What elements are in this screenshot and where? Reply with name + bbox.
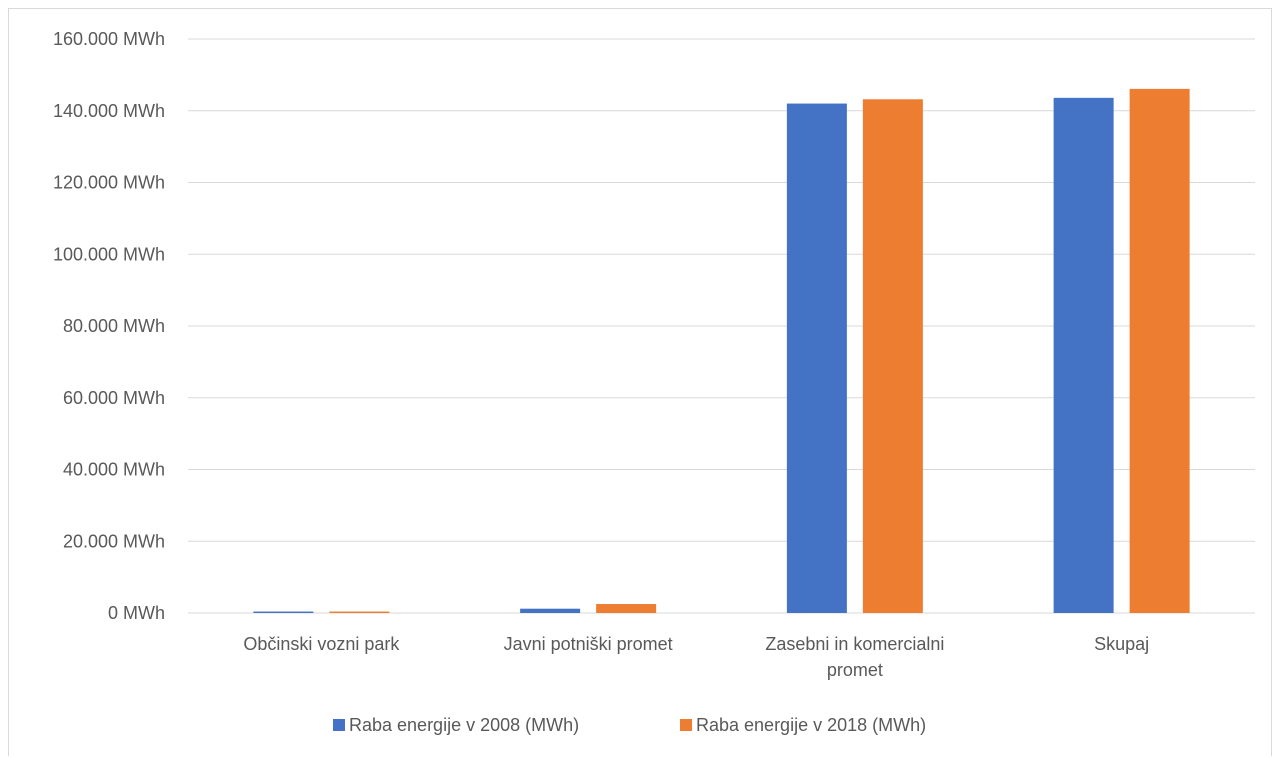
bar-2-4 bbox=[1129, 88, 1190, 613]
x-category-label: Občinski vozni park bbox=[243, 634, 400, 654]
legend: Raba energije v 2008 (MWh) Raba energije … bbox=[333, 715, 926, 735]
legend-swatch bbox=[333, 719, 345, 731]
bars bbox=[253, 88, 1190, 613]
y-tick-label: 80.000 MWh bbox=[63, 316, 165, 336]
y-tick-label: 140.000 MWh bbox=[53, 101, 165, 121]
y-tick-label: 0 MWh bbox=[108, 603, 165, 623]
y-tick-label: 60.000 MWh bbox=[63, 388, 165, 408]
chart-frame bbox=[8, 8, 1272, 756]
bar-1-1 bbox=[253, 611, 314, 613]
y-tick-label: 20.000 MWh bbox=[63, 531, 165, 551]
bar-1-3 bbox=[786, 103, 847, 613]
y-tick-label: 160.000 MWh bbox=[53, 29, 165, 49]
y-tick-label: 40.000 MWh bbox=[63, 460, 165, 480]
y-axis-tick-labels: 0 MWh 20.000 MWh 40.000 MWh 60.000 MWh 80.00… bbox=[53, 29, 165, 623]
bar-2-2 bbox=[596, 604, 657, 613]
bar-1-2 bbox=[520, 608, 581, 613]
y-tick-label: 120.000 MWh bbox=[53, 173, 165, 193]
y-tick-label: 100.000 MWh bbox=[53, 244, 165, 264]
bar-1-4 bbox=[1053, 97, 1114, 613]
x-axis-category-labels: Občinski vozni park Javni potniški promet… bbox=[243, 634, 1149, 680]
legend-label: Raba energije v 2008 (MWh) bbox=[349, 715, 579, 735]
bar-2-3 bbox=[862, 99, 923, 613]
x-category-label: Zasebni in komercialni bbox=[765, 634, 944, 654]
legend-swatch bbox=[680, 719, 692, 731]
legend-label: Raba energije v 2018 (MWh) bbox=[696, 715, 926, 735]
bar-2-1 bbox=[329, 611, 390, 613]
x-category-label: Javni potniški promet bbox=[504, 634, 673, 654]
x-category-label: Skupaj bbox=[1094, 634, 1149, 654]
x-category-label: promet bbox=[827, 660, 883, 680]
